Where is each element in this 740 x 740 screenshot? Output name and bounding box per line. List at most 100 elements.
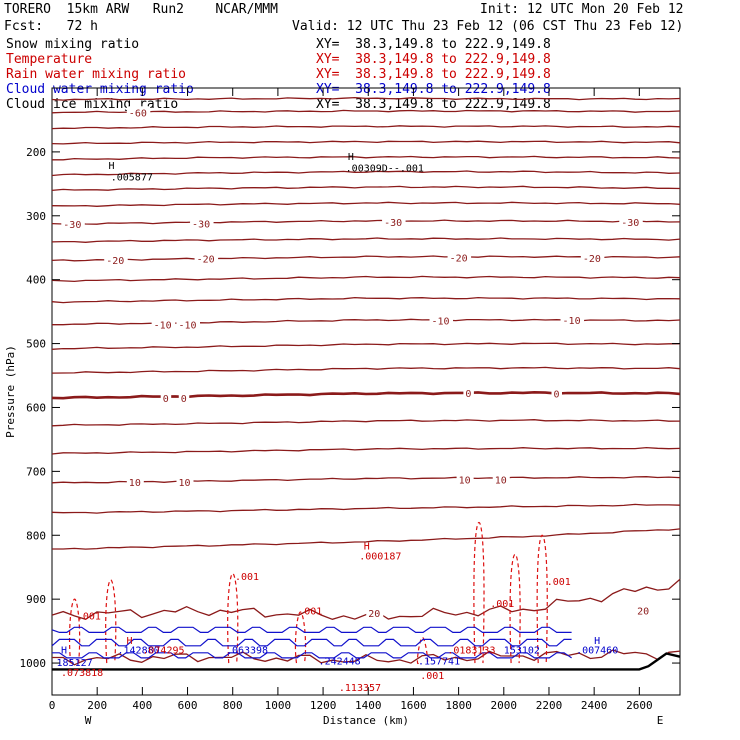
maximum-label: 185127 [57,658,93,669]
contour-label: -30 [384,218,402,229]
maximum-label: .113357 [339,683,381,694]
temperature-contour [51,503,681,514]
maximum-label: .007460 [576,645,618,656]
maximum-label: .001 [235,572,259,583]
model-title: TORERO 15km ARW Run2 NCAR/MMM [4,2,278,17]
x-axis-title: Distance (km) [323,714,409,727]
contour-label: -20 [106,256,124,267]
x-tick-label: 2200 [536,699,563,712]
rain-water-contour [105,579,117,664]
contour-label: -10 [179,320,197,331]
contour-label: 20 [637,607,649,618]
y-tick-label: 1000 [20,657,47,670]
y-tick-label: 400 [26,274,46,287]
x-tick-label: 2400 [581,699,608,712]
rain-water-contour [473,521,485,664]
maximum-label: H [364,541,370,552]
maximum-label: .00309D--.001 [346,164,424,175]
contour-label-bg [104,253,128,266]
contour-label: 0 [553,389,559,400]
contour-label-bg [635,604,653,617]
contour-label-bg [551,387,562,400]
temperature-contour [51,366,681,374]
forecast-hour: Fcst: 72 h [4,19,98,34]
contour-label: -10 [154,320,172,331]
rain-water-contour [536,534,548,664]
temperature-contour [51,170,681,177]
y-tick-label: 500 [26,338,46,351]
maximum-label: 153102 [504,645,540,656]
contour-label-bg [580,251,605,264]
maximum-label: .242448 [319,656,361,667]
y-tick-label: 900 [26,593,46,606]
maximum-label: .001 [420,671,444,682]
cloud-water-contour [51,638,572,647]
temperature-contour [51,109,681,114]
temperature-contour [51,219,681,225]
temperature-contour [51,446,681,455]
x-tick-label: 400 [132,699,152,712]
contour-label: -30 [192,219,210,230]
contour-label-bg [492,473,510,486]
contour-label: -20 [197,255,215,266]
temperature-contour [51,296,681,304]
contour-label: 10 [129,478,141,489]
contour-label: -30 [63,220,81,231]
maximum-label: H [127,636,133,647]
temperature-contour [51,237,681,243]
maximum-label: .0183133 [447,645,495,656]
maximum-label: .063398 [226,645,268,656]
endpoint-east-label: E [657,714,664,727]
temperature-contour [51,390,681,400]
endpoint-west-label: W [85,714,92,727]
contour-label-bg [560,313,585,326]
temperature-contour [52,649,681,666]
contour-label: -20 [450,253,468,264]
maximum-label: .000187 [359,552,401,563]
contour-label: 10 [459,476,471,487]
contour-label: 0 [465,389,471,400]
cloud-water-contour [51,626,572,633]
x-tick-label: 1200 [310,699,337,712]
x-tick-label: 800 [223,699,243,712]
y-tick-label: 800 [26,529,46,542]
y-tick-label: 300 [26,210,46,223]
legend-label-snow: Snow mixing ratio [6,37,140,52]
temperature-contour [51,185,681,192]
contour-label: 0 [181,394,187,405]
y-tick-label: 200 [26,146,46,159]
rain-water-contour [509,553,521,664]
maximum-label: .001 [490,599,514,610]
temperature-contour [51,275,681,283]
temperature-contour [52,318,681,326]
maximum-label: H [61,645,67,656]
temperature-contour [51,125,681,130]
temperature-contour [52,528,681,550]
x-tick-label: 2000 [491,699,518,712]
init-time: Init: 12 UTC Mon 20 Feb 12 [480,2,684,17]
legend-xy-snow: XY= 38.3,149.8 to 222.9,149.8 [316,37,551,52]
x-tick-label: 1800 [445,699,472,712]
y-axis-title: Pressure (hPa) [4,345,17,438]
valid-time: Valid: 12 UTC Thu 23 Feb 12 (06 CST Thu … [292,19,684,34]
x-tick-label: 1600 [400,699,427,712]
maximum-label: .005877 [111,173,153,184]
contour-label-bg [447,251,472,264]
contour-label: -10 [432,317,450,328]
contour-label-bg [619,216,643,229]
contour-label-bg [151,318,176,331]
x-tick-label: 1400 [355,699,382,712]
cloud-water-contour [52,652,572,659]
x-tick-label: 1000 [265,699,292,712]
contour-label-bg [366,607,384,620]
contour-label: -60 [129,108,147,119]
y-tick-label: 600 [26,401,46,414]
x-tick-label: 600 [178,699,198,712]
legend-xy-cloud-water: XY= 38.3,149.8 to 222.9,149.8 [316,82,551,97]
temperature-contour [51,140,681,145]
maximum-label: .001 [298,606,322,617]
contour-label-bg [160,391,172,404]
contour-label: 10 [495,476,507,487]
contour-label-bg [178,391,190,404]
